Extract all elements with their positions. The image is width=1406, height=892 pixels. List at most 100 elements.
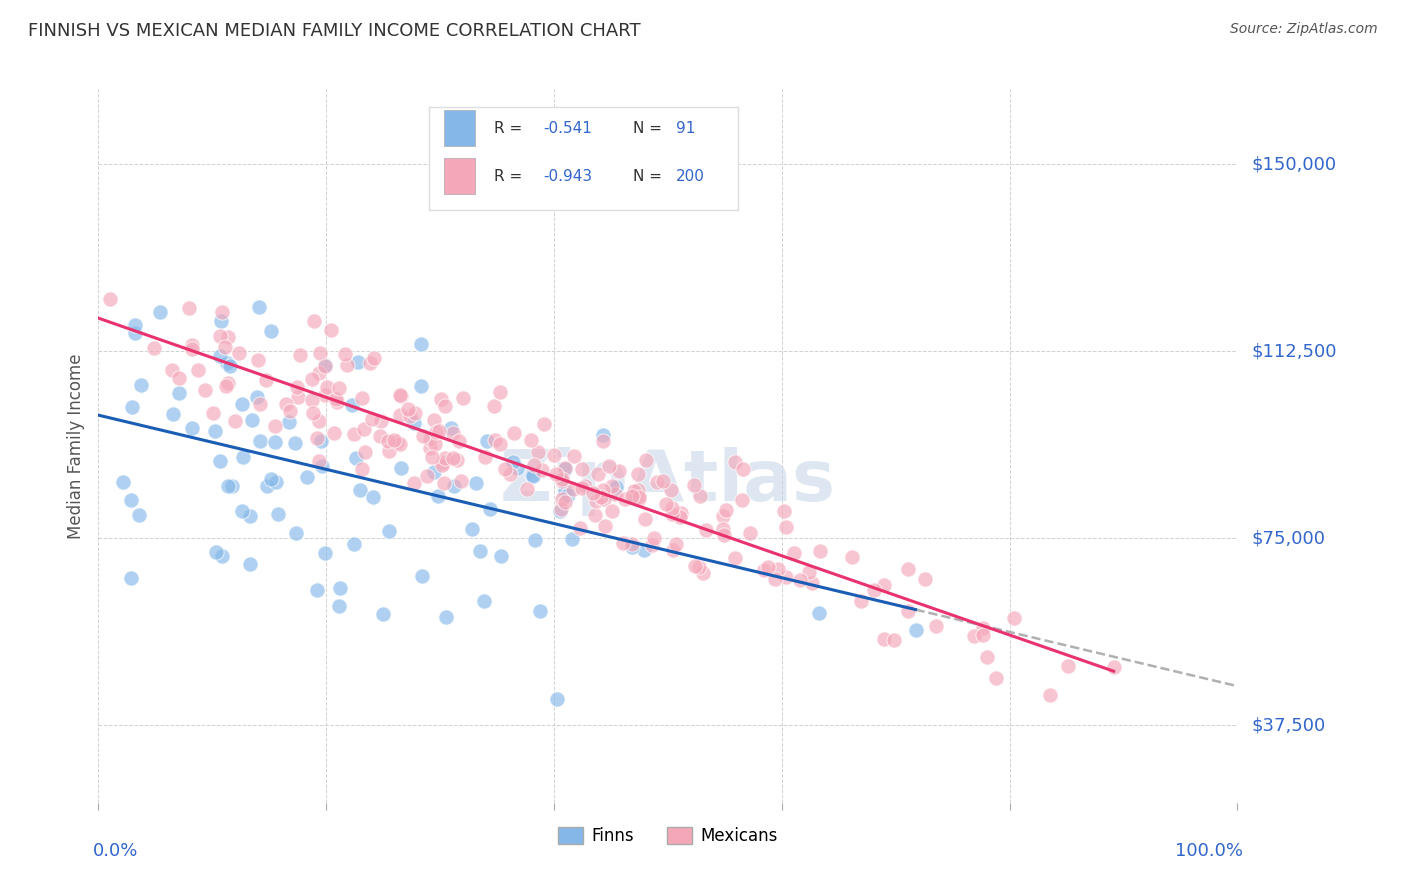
Point bbox=[502, 455, 524, 469]
Point bbox=[247, 353, 270, 368]
Point bbox=[585, 494, 607, 508]
Point bbox=[527, 445, 550, 459]
Point bbox=[333, 347, 356, 361]
Point bbox=[775, 570, 797, 584]
Point bbox=[489, 385, 512, 400]
Point bbox=[554, 462, 576, 476]
Point bbox=[319, 322, 342, 336]
Point bbox=[688, 560, 710, 574]
Point bbox=[204, 424, 226, 438]
Point bbox=[470, 543, 492, 558]
Point bbox=[433, 450, 456, 465]
Point bbox=[305, 432, 328, 446]
Point bbox=[350, 462, 373, 476]
Point bbox=[162, 407, 184, 421]
Point bbox=[643, 532, 665, 546]
Text: N =: N = bbox=[633, 169, 666, 184]
Point bbox=[287, 390, 309, 404]
Point bbox=[533, 417, 555, 431]
Text: 0.0%: 0.0% bbox=[93, 842, 138, 860]
Point bbox=[142, 341, 165, 355]
Point bbox=[568, 521, 591, 535]
Point bbox=[695, 524, 717, 538]
Point bbox=[246, 390, 269, 404]
Text: -0.541: -0.541 bbox=[543, 120, 592, 136]
Point bbox=[925, 619, 948, 633]
Point bbox=[647, 475, 669, 490]
Point bbox=[564, 449, 586, 463]
Point bbox=[328, 381, 350, 395]
Point bbox=[128, 508, 150, 523]
Point bbox=[554, 483, 576, 498]
Point bbox=[202, 406, 225, 420]
Point bbox=[738, 525, 761, 540]
Point bbox=[181, 343, 204, 357]
Point bbox=[554, 494, 576, 508]
Point bbox=[440, 421, 463, 435]
Point bbox=[1002, 611, 1025, 625]
Point bbox=[775, 520, 797, 534]
Point bbox=[605, 480, 627, 494]
Point bbox=[797, 565, 820, 579]
Point bbox=[314, 359, 336, 373]
Point bbox=[598, 459, 620, 474]
Point bbox=[546, 467, 568, 481]
Point bbox=[634, 512, 657, 526]
Point bbox=[479, 502, 502, 516]
Point bbox=[370, 414, 392, 428]
Point bbox=[422, 466, 444, 480]
Point bbox=[592, 483, 614, 498]
Point bbox=[267, 507, 290, 521]
Point bbox=[239, 557, 262, 571]
Point bbox=[972, 628, 994, 642]
Point bbox=[121, 400, 143, 414]
Point bbox=[419, 432, 441, 446]
Point bbox=[451, 392, 474, 406]
Point bbox=[314, 545, 336, 559]
Point bbox=[733, 461, 755, 475]
Text: R =: R = bbox=[494, 169, 527, 184]
Point bbox=[523, 458, 546, 472]
Point bbox=[285, 525, 308, 540]
Point bbox=[441, 451, 464, 466]
Point bbox=[311, 458, 333, 473]
Point bbox=[177, 301, 200, 316]
Point bbox=[464, 475, 486, 490]
Point bbox=[551, 472, 574, 486]
Point bbox=[427, 425, 450, 439]
Point bbox=[665, 537, 688, 551]
Point bbox=[419, 441, 441, 455]
Point bbox=[328, 599, 350, 613]
Point bbox=[129, 377, 152, 392]
Point bbox=[581, 486, 603, 500]
Point bbox=[404, 406, 426, 420]
Point bbox=[976, 649, 998, 664]
Point bbox=[359, 356, 381, 370]
Point bbox=[531, 463, 554, 477]
Point bbox=[801, 576, 824, 591]
Point bbox=[221, 479, 243, 493]
Point bbox=[808, 606, 831, 620]
Point bbox=[285, 379, 308, 393]
Point bbox=[432, 456, 454, 470]
Point bbox=[652, 474, 675, 488]
Point bbox=[377, 434, 399, 449]
Point bbox=[841, 549, 863, 564]
Text: FINNISH VS MEXICAN MEDIAN FAMILY INCOME CORRELATION CHART: FINNISH VS MEXICAN MEDIAN FAMILY INCOME … bbox=[28, 22, 641, 40]
Point bbox=[301, 392, 323, 407]
Point bbox=[488, 437, 510, 451]
Point bbox=[396, 402, 419, 417]
Point bbox=[389, 437, 412, 451]
Point bbox=[583, 508, 606, 523]
Point bbox=[754, 563, 776, 577]
Point bbox=[98, 292, 121, 306]
Point bbox=[692, 566, 714, 580]
Point bbox=[308, 366, 330, 380]
Point bbox=[972, 621, 994, 635]
Point bbox=[240, 413, 263, 427]
Point bbox=[304, 314, 326, 328]
Point bbox=[897, 604, 920, 618]
Text: 200: 200 bbox=[676, 169, 706, 184]
Point bbox=[603, 487, 626, 501]
Point bbox=[600, 479, 623, 493]
